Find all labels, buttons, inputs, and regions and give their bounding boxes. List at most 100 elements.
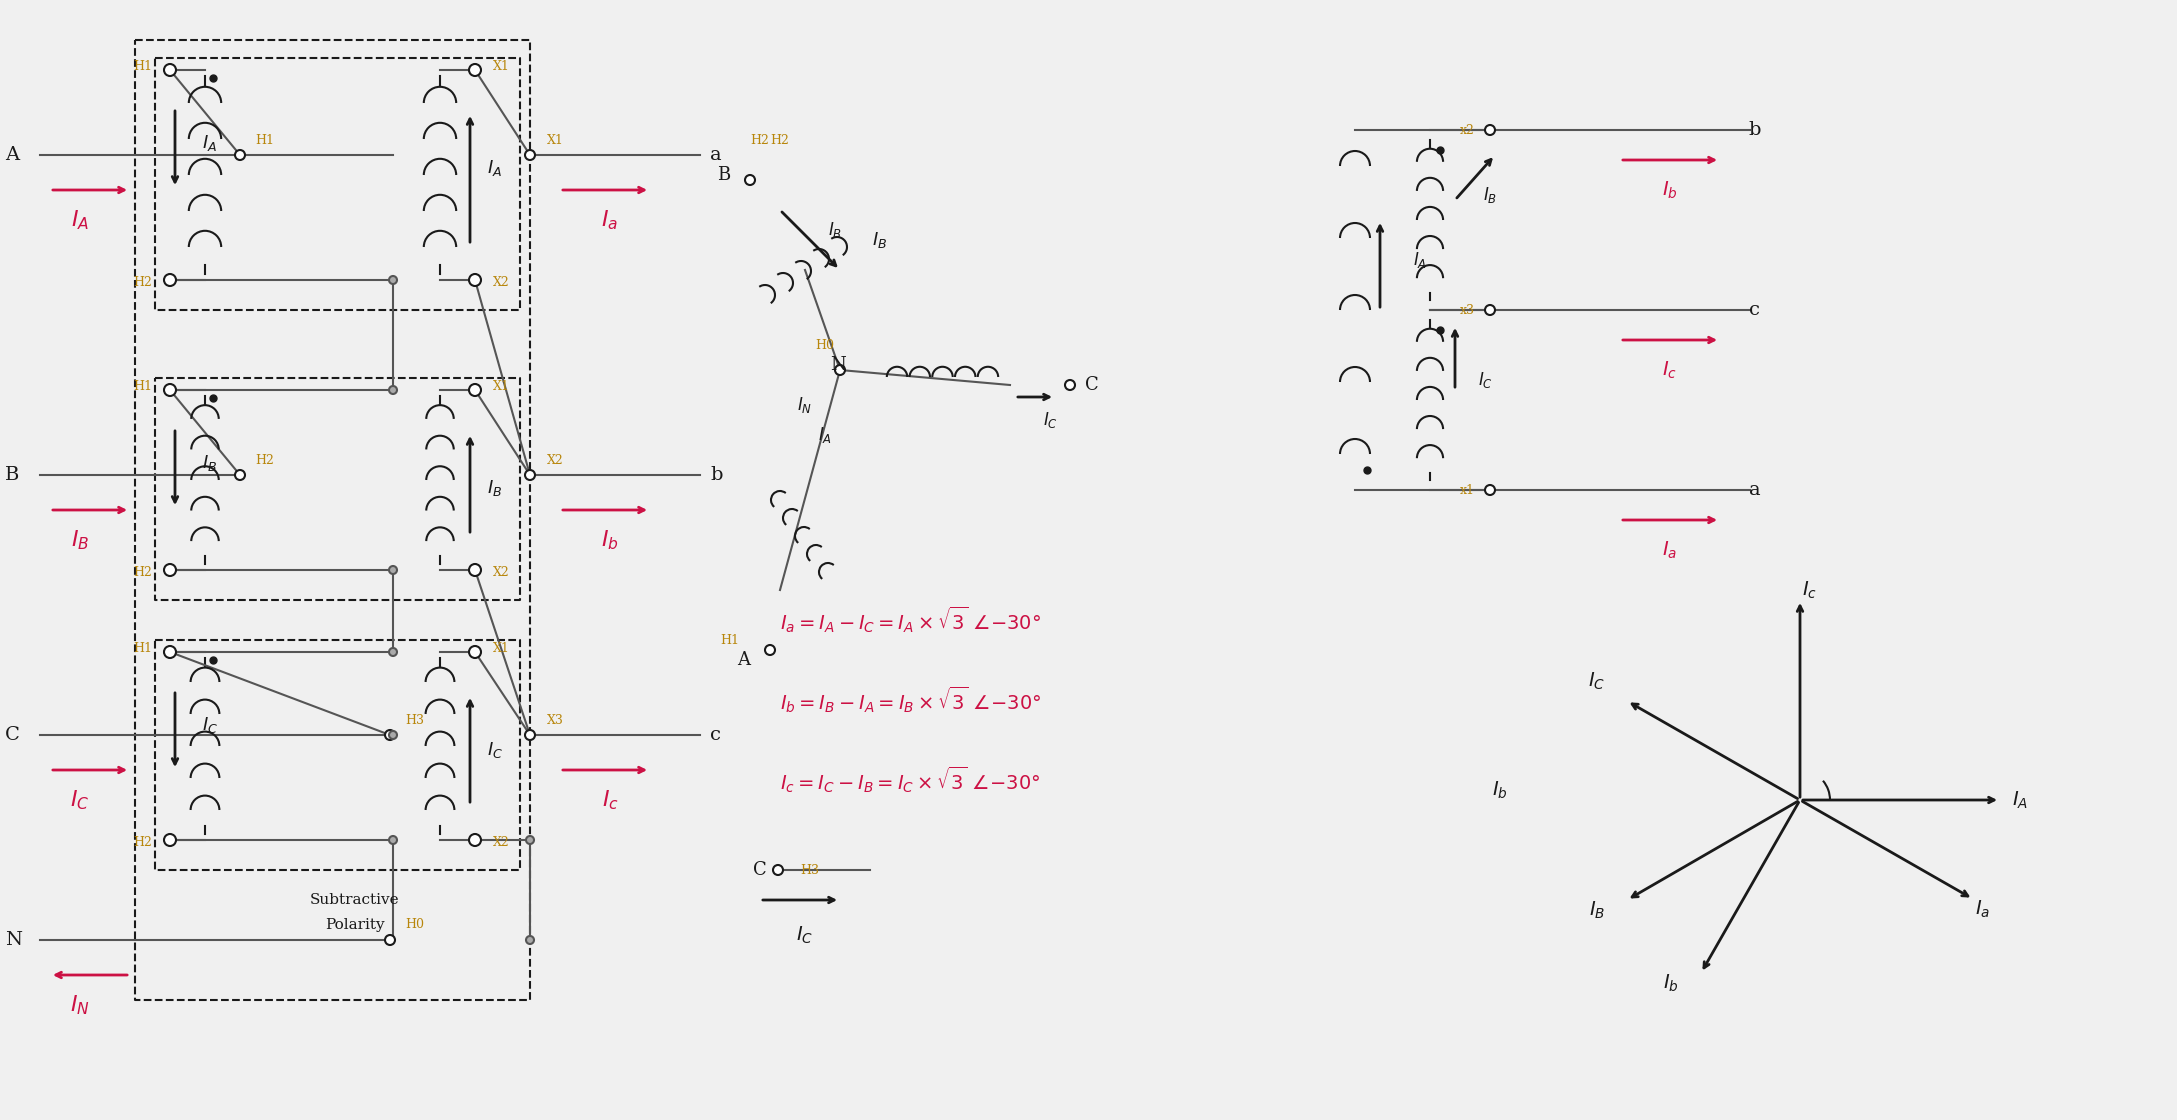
Circle shape [1485, 125, 1496, 136]
Text: X1: X1 [492, 642, 509, 654]
Circle shape [163, 64, 176, 76]
Text: X2: X2 [492, 836, 509, 849]
Text: $I_a$: $I_a$ [601, 208, 618, 232]
Circle shape [773, 865, 784, 875]
Circle shape [468, 64, 481, 76]
Text: H0: H0 [816, 338, 834, 352]
Text: a: a [710, 146, 721, 164]
Text: $I_c$: $I_c$ [601, 788, 618, 812]
Text: X3: X3 [546, 713, 564, 727]
Text: H1: H1 [255, 133, 274, 147]
Text: a: a [1748, 480, 1761, 500]
Circle shape [468, 834, 481, 846]
Text: H1: H1 [721, 634, 740, 646]
Circle shape [163, 274, 176, 286]
Text: $I_C$: $I_C$ [70, 788, 89, 812]
Text: H2: H2 [255, 454, 274, 467]
Text: $I_b$: $I_b$ [1661, 179, 1678, 200]
Text: $I_a$: $I_a$ [1663, 540, 1678, 561]
Text: H1: H1 [133, 642, 152, 654]
Circle shape [163, 564, 176, 576]
Text: $I_C$: $I_C$ [488, 740, 503, 760]
Text: X2: X2 [492, 276, 509, 289]
Text: X2: X2 [492, 566, 509, 579]
Circle shape [1485, 305, 1496, 315]
Text: $I_C$: $I_C$ [797, 924, 814, 945]
Circle shape [525, 730, 536, 740]
Text: b: b [1748, 121, 1761, 139]
Text: H1: H1 [133, 380, 152, 392]
Text: A: A [4, 146, 20, 164]
Text: H1: H1 [133, 59, 152, 73]
Circle shape [1065, 380, 1075, 390]
Text: $I_C$: $I_C$ [202, 715, 218, 735]
Text: $I_B$: $I_B$ [72, 529, 89, 552]
Circle shape [836, 365, 845, 375]
Text: H2: H2 [133, 566, 152, 579]
Text: c: c [710, 726, 721, 744]
Circle shape [468, 274, 481, 286]
Text: H0: H0 [405, 918, 425, 932]
Text: $I_C$: $I_C$ [1589, 671, 1607, 692]
Text: Subtractive: Subtractive [309, 893, 401, 907]
Circle shape [163, 646, 176, 659]
Text: C: C [1084, 376, 1099, 394]
Text: $I_C$: $I_C$ [1043, 410, 1058, 430]
Text: $I_B$: $I_B$ [873, 230, 888, 250]
Text: $I_N$: $I_N$ [797, 395, 812, 416]
Text: C: C [4, 726, 20, 744]
Text: $I_A$: $I_A$ [819, 424, 832, 445]
Text: x1: x1 [1461, 484, 1476, 496]
Circle shape [385, 730, 394, 740]
Circle shape [764, 645, 775, 655]
Circle shape [468, 384, 481, 396]
Text: X1: X1 [492, 59, 509, 73]
Text: X1: X1 [546, 133, 564, 147]
Text: c: c [1750, 301, 1761, 319]
Circle shape [163, 834, 176, 846]
Text: $I_b = I_B - I_A = I_B \times \sqrt{3}\ \angle{-30°}$: $I_b = I_B - I_A = I_B \times \sqrt{3}\ … [779, 684, 1041, 716]
Text: C: C [753, 861, 766, 879]
Text: B: B [716, 166, 729, 184]
Circle shape [745, 175, 755, 185]
Text: $I_b$: $I_b$ [1491, 780, 1509, 801]
Text: $I_c$: $I_c$ [1663, 360, 1678, 381]
Text: N: N [4, 931, 22, 949]
Text: $I_b$: $I_b$ [601, 529, 618, 552]
Circle shape [390, 731, 396, 739]
Circle shape [235, 150, 246, 160]
Text: $I_A$: $I_A$ [1413, 250, 1428, 270]
Text: $I_B$: $I_B$ [827, 220, 842, 240]
Text: $I_a$: $I_a$ [1975, 898, 1990, 920]
Text: b: b [710, 466, 723, 484]
Circle shape [527, 836, 533, 844]
Circle shape [468, 564, 481, 576]
Text: H3: H3 [405, 713, 425, 727]
Text: $I_c$: $I_c$ [1803, 579, 1818, 600]
Circle shape [468, 646, 481, 659]
Text: $I_B$: $I_B$ [488, 478, 503, 498]
Circle shape [235, 470, 246, 480]
Circle shape [527, 936, 533, 944]
Circle shape [390, 836, 396, 844]
Text: H3: H3 [801, 864, 819, 877]
Text: $I_A$: $I_A$ [202, 133, 218, 153]
Text: $I_C$: $I_C$ [1478, 370, 1493, 390]
Text: $I_B$: $I_B$ [202, 452, 218, 473]
Circle shape [390, 648, 396, 656]
Text: A: A [738, 651, 751, 669]
Circle shape [525, 470, 536, 480]
Text: $I_B$: $I_B$ [1483, 185, 1498, 205]
Text: $I_A$: $I_A$ [488, 158, 503, 178]
Circle shape [390, 386, 396, 394]
Circle shape [163, 384, 176, 396]
Text: B: B [4, 466, 20, 484]
Text: X1: X1 [492, 380, 509, 392]
Text: H2: H2 [133, 836, 152, 849]
Text: $I_c = I_C - I_B = I_C \times \sqrt{3}\ \angle{-30°}$: $I_c = I_C - I_B = I_C \times \sqrt{3}\ … [779, 765, 1041, 795]
Circle shape [385, 935, 394, 945]
Text: H2: H2 [771, 133, 790, 147]
Text: X2: X2 [546, 454, 564, 467]
Text: x3: x3 [1461, 304, 1476, 317]
Text: $I_N$: $I_N$ [70, 993, 89, 1017]
